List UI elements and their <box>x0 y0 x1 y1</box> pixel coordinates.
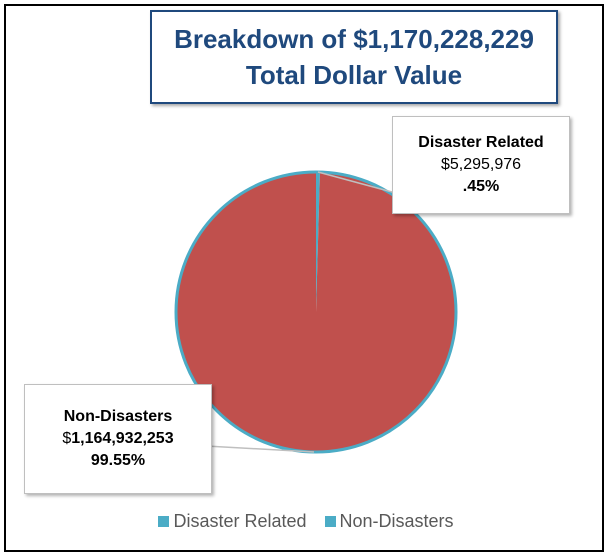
data-label-percent: 99.55% <box>90 452 146 469</box>
pie-slice-disaster-related <box>316 172 320 312</box>
legend-swatch <box>324 516 336 527</box>
data-label-non-disasters: Non-Disasters $1,164,932,253 99.55% <box>24 384 212 494</box>
data-label-name: Non-Disasters <box>63 408 173 425</box>
pie-slice-non-disasters <box>176 172 457 452</box>
data-label-disaster-related: Disaster Related $5,295,976 .45% <box>392 116 570 214</box>
legend-item-non-disasters: Non-Disasters <box>324 511 454 532</box>
chart-legend: Disaster Related Non-Disasters <box>6 511 606 532</box>
chart-frame: Breakdown of $1,170,228,229 Total Dollar… <box>4 4 604 552</box>
data-label-value: $1,164,932,253 <box>62 430 174 447</box>
legend-item-disaster-related: Disaster Related <box>158 511 307 532</box>
chart-title-line-2: Total Dollar Value <box>245 60 463 90</box>
chart-title-line-1: Breakdown of $1,170,228,229 <box>174 24 534 54</box>
legend-label: Non-Disasters <box>339 511 454 531</box>
slices-layer <box>174 170 458 454</box>
pie-chart <box>174 170 458 454</box>
leader-line <box>205 445 315 453</box>
leader-line <box>317 171 393 193</box>
data-label-value: $5,295,976 <box>440 156 522 173</box>
data-label-percent: .45% <box>462 178 500 195</box>
legend-swatch <box>158 516 170 527</box>
data-label-name: Disaster Related <box>418 134 544 151</box>
leader-lines <box>205 171 393 453</box>
legend-label: Disaster Related <box>173 511 307 531</box>
pie-outline <box>174 170 458 454</box>
chart-title: Breakdown of $1,170,228,229 Total Dollar… <box>150 10 558 104</box>
